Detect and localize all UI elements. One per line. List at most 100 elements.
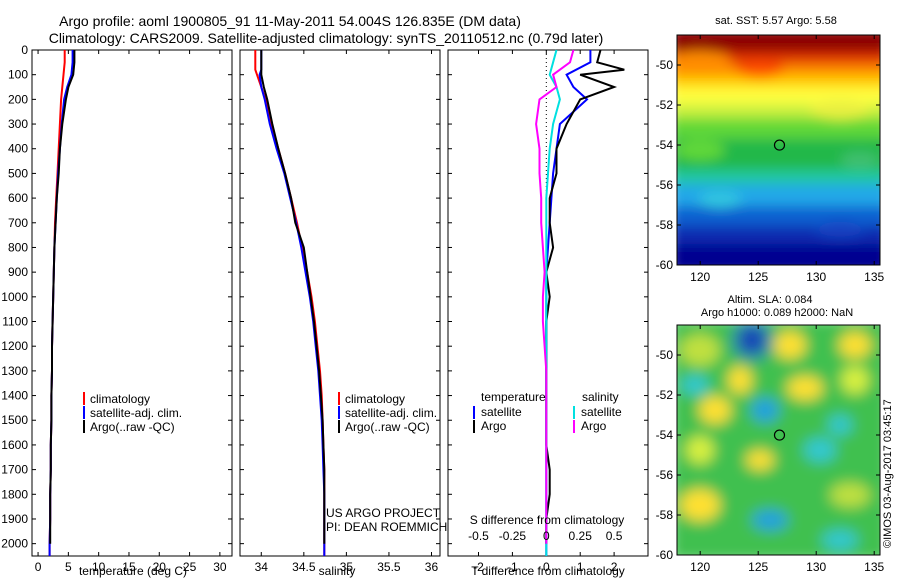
x-tick-label: -1 — [507, 560, 518, 574]
sst-map-frame — [676, 34, 881, 266]
y-tick-label: 1900 — [1, 512, 28, 526]
y-tick-label: -50 — [656, 58, 674, 72]
x-tick-label: 0 — [543, 560, 550, 574]
s-difference-ticks: -0.5 -0.25 0 0.25 0.5 — [468, 529, 623, 543]
x-tick-label: 135 — [864, 270, 884, 284]
series-argo-raw-qc- — [260, 50, 326, 544]
difference-legend: temperature satellite Argo salinity sate… — [473, 390, 622, 433]
sla-map-title-1: Altim. SLA: 0.084 — [728, 294, 813, 306]
y-tick-label: 100 — [8, 68, 28, 82]
legend-label-argo: Argo(..raw -QC) — [90, 420, 175, 434]
legend-title-temperature: temperature — [481, 390, 546, 404]
y-tick-label: 200 — [8, 92, 28, 106]
pi-annotation: PI: DEAN ROEMMICH — [326, 520, 447, 534]
x-tick-label: 35.5 — [377, 560, 401, 574]
y-tick-label: 1400 — [1, 389, 28, 403]
legend-label-s-argo: Argo — [581, 419, 607, 433]
y-tick-label: 500 — [8, 166, 28, 180]
y-tick-label: 600 — [8, 191, 28, 205]
y-tick-label: 1700 — [1, 463, 28, 477]
t-difference-axis-label: T difference from climatology — [471, 564, 625, 578]
legend-label-satellite: satellite-adj. clim. — [90, 406, 182, 420]
x-tick-label: 15 — [122, 560, 136, 574]
y-tick-label: 1100 — [2, 315, 28, 329]
y-tick-label: 1000 — [1, 290, 28, 304]
y-tick-label: 300 — [8, 117, 28, 131]
x-tick-label: 34.5 — [292, 560, 316, 574]
legend-label-argo: Argo(..raw -QC) — [345, 420, 430, 434]
legend-title-salinity: salinity — [582, 390, 619, 404]
legend-label-satellite: satellite-adj. clim. — [345, 406, 437, 420]
y-tick-label: -58 — [656, 218, 674, 232]
y-tick-label: -52 — [656, 98, 674, 112]
s-difference-axis-title: S difference from climatology — [470, 513, 625, 527]
y-tick-label: 1200 — [1, 339, 28, 353]
legend-label-t-satellite: satellite — [481, 405, 522, 419]
legend-label-climatology: climatology — [90, 392, 150, 406]
salinity-legend: climatology satellite-adj. clim. Argo(..… — [338, 392, 437, 434]
y-tick-label: -58 — [656, 508, 674, 522]
x-tick-label: 120 — [690, 560, 710, 574]
x-tick-label: 25 — [183, 560, 197, 574]
y-tick-label: -56 — [656, 468, 674, 482]
x-tick-label: 35 — [340, 560, 354, 574]
temperature-plot: 0100200300400500600700800900100011001200… — [1, 43, 232, 574]
y-tick-label: -56 — [656, 178, 674, 192]
series-satellite-adj-clim- — [258, 50, 326, 556]
x-tick-label: 135 — [864, 560, 884, 574]
x-tick-label: 20 — [153, 560, 167, 574]
sst-heatmap — [677, 35, 880, 265]
y-tick-label: 2000 — [1, 537, 28, 551]
s-tick-label: 0.5 — [606, 529, 623, 543]
x-tick-label: 125 — [748, 560, 768, 574]
sst-map-title: sat. SST: 5.57 Argo: 5.58 — [715, 15, 837, 27]
sla-map-title-2: Argo h1000: 0.089 h2000: NaN — [701, 307, 853, 319]
y-tick-label: 700 — [8, 216, 28, 230]
y-tick-label: 1500 — [1, 413, 28, 427]
series-argo-raw-qc- — [49, 50, 76, 544]
y-tick-label: -50 — [656, 348, 674, 362]
title-line-2: Climatology: CARS2009. Satellite-adjuste… — [49, 30, 604, 46]
temperature-axis-label: temperature (deg C) — [79, 564, 187, 578]
sla-map-frame — [676, 324, 881, 556]
x-tick-label: 30 — [213, 560, 227, 574]
x-tick-label: 125 — [748, 270, 768, 284]
y-tick-label: 400 — [8, 142, 28, 156]
legend-label-s-satellite: satellite — [581, 405, 622, 419]
temperature-panel-frame — [31, 49, 233, 557]
y-tick-label: -60 — [656, 258, 674, 272]
x-tick-label: 10 — [92, 560, 106, 574]
y-tick-label: 1800 — [1, 487, 28, 501]
y-tick-label: 1600 — [1, 438, 28, 452]
project-annotation: US ARGO PROJECT — [326, 506, 441, 520]
difference-plot: -2 -1 0 1 2 — [448, 49, 648, 574]
sst-profile-marker — [773, 139, 786, 151]
series-temperature-argo — [545, 49, 625, 544]
legend-label-t-argo: Argo — [481, 419, 507, 433]
x-tick-label: 2 — [611, 560, 618, 574]
x-tick-label: 34 — [255, 560, 269, 574]
sst-map-axes: 120 125 130 135 -50 -52 -54 -56 -58 -60 — [656, 35, 885, 284]
imos-watermark: ©IMOS 03-Aug-2017 03:45:17 — [882, 399, 894, 548]
x-tick-label: 0 — [35, 560, 42, 574]
s-tick-label: 0 — [543, 529, 550, 543]
x-tick-label: 130 — [806, 270, 826, 284]
salinity-panel-frame — [239, 49, 441, 557]
y-tick-label: -60 — [656, 548, 674, 562]
y-tick-label: 1300 — [1, 364, 28, 378]
s-tick-label: -0.25 — [499, 529, 527, 543]
series-salinity-argo — [535, 49, 575, 544]
temperature-legend: climatology satellite-adj. clim. Argo(..… — [83, 392, 182, 434]
s-tick-label: -0.5 — [468, 529, 489, 543]
s-tick-label: 0.25 — [569, 529, 593, 543]
x-tick-label: 120 — [690, 270, 710, 284]
y-tick-label: 0 — [21, 43, 28, 57]
x-tick-label: 1 — [577, 560, 584, 574]
y-tick-label: -54 — [656, 428, 674, 442]
x-tick-label: -2 — [473, 560, 484, 574]
sla-profile-marker — [773, 429, 786, 441]
x-tick-label: 36 — [425, 560, 439, 574]
sla-map-axes: 120 125 130 135 -50 -52 -54 -56 -58 -60 — [656, 325, 885, 574]
legend-label-climatology: climatology — [345, 392, 405, 406]
x-tick-label: 130 — [806, 560, 826, 574]
